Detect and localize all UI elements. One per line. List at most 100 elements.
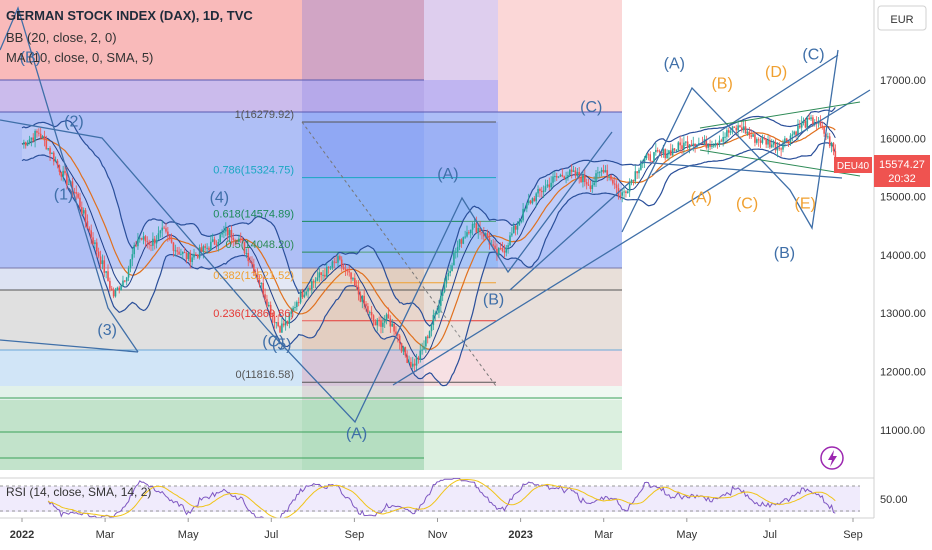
candle xyxy=(574,167,577,179)
candle xyxy=(41,135,44,139)
rsi-panel[interactable]: RSI (14, close, SMA, 14, 2) xyxy=(0,477,874,520)
candle xyxy=(114,287,117,298)
candle xyxy=(38,128,40,137)
candle xyxy=(494,240,496,250)
candle xyxy=(296,300,298,311)
candle xyxy=(268,301,270,308)
candle xyxy=(185,251,188,264)
wave-label: (A) xyxy=(664,55,685,72)
candle xyxy=(144,234,147,247)
candle xyxy=(782,139,784,153)
candle xyxy=(138,236,141,243)
candle xyxy=(387,307,390,319)
candle xyxy=(337,253,339,267)
candle xyxy=(361,295,364,309)
time-tick-label: Mar xyxy=(96,529,115,541)
candle xyxy=(82,207,85,216)
candle xyxy=(92,232,94,246)
candle xyxy=(563,175,566,181)
candle xyxy=(718,135,721,148)
candle xyxy=(129,258,132,273)
candle xyxy=(610,174,612,182)
candle xyxy=(526,202,528,213)
candle xyxy=(195,252,197,256)
rsi-label: RSI (14, close, SMA, 14, 2) xyxy=(6,485,151,499)
candle xyxy=(677,141,680,153)
candle xyxy=(473,217,476,228)
candle xyxy=(327,266,330,274)
candle xyxy=(572,165,575,172)
price-axis[interactable]: EUR 17000.00 16000.00 15000.00 14000.00 1300… xyxy=(873,0,932,550)
candle xyxy=(215,240,218,250)
time-tick-label: Nov xyxy=(428,529,448,541)
lightning-icon[interactable] xyxy=(820,446,844,470)
candle xyxy=(774,139,777,154)
candle xyxy=(60,171,63,181)
last-price-badge: 15574.27 20:32 xyxy=(874,155,930,187)
candle xyxy=(225,222,227,237)
candle xyxy=(443,278,446,294)
bb-upper-line xyxy=(21,107,836,327)
candle xyxy=(54,156,57,163)
candle xyxy=(389,315,392,333)
fib-level-label: 1(16279.92) xyxy=(235,109,294,121)
candle xyxy=(256,268,259,283)
time-axis[interactable]: 2022 Mar May Jul Sep Nov 2023 Mar May Jul Sep xyxy=(0,517,932,550)
candle xyxy=(524,208,526,212)
candle xyxy=(163,225,165,229)
candle xyxy=(542,185,545,198)
candle xyxy=(600,167,603,177)
candle xyxy=(540,186,543,198)
currency-button[interactable]: EUR xyxy=(877,5,927,31)
candle xyxy=(118,285,121,294)
symbol-badge: DEU40 xyxy=(834,157,872,173)
chart-title: GERMAN STOCK INDEX (DAX), 1D, TVC xyxy=(6,8,253,23)
candle xyxy=(131,248,134,267)
candle xyxy=(81,201,83,216)
candle xyxy=(726,127,728,144)
candle xyxy=(471,222,474,236)
candle xyxy=(679,135,681,152)
candle xyxy=(307,286,309,299)
candle xyxy=(251,256,253,268)
candle xyxy=(582,171,584,188)
candle xyxy=(827,132,829,140)
candle xyxy=(180,248,182,256)
candle xyxy=(561,168,564,178)
candle xyxy=(277,315,279,328)
candle xyxy=(217,239,220,252)
candle xyxy=(425,336,427,353)
candle xyxy=(157,226,160,241)
candle xyxy=(636,171,638,180)
candle xyxy=(153,235,156,250)
svg-text:15574.27: 15574.27 xyxy=(879,159,925,171)
candle xyxy=(24,141,27,149)
candle xyxy=(466,225,468,238)
candle xyxy=(86,214,89,229)
candle xyxy=(385,312,388,325)
candle xyxy=(499,242,502,251)
price-tick-label: 12000.00 xyxy=(880,367,926,379)
candle xyxy=(591,179,594,193)
candle xyxy=(535,192,537,208)
candle xyxy=(245,248,248,259)
candle xyxy=(707,143,709,155)
candle xyxy=(647,153,650,161)
candle xyxy=(744,119,747,134)
candle xyxy=(275,321,278,329)
candle xyxy=(741,120,743,133)
candle xyxy=(784,135,786,148)
candle xyxy=(125,276,128,286)
candle xyxy=(340,256,343,272)
candle xyxy=(516,221,519,235)
candle xyxy=(297,297,300,307)
candle xyxy=(767,135,769,149)
candle xyxy=(67,179,70,186)
candle xyxy=(496,243,498,261)
candle xyxy=(711,140,713,150)
candle xyxy=(557,176,560,179)
price-tick-label: 16000.00 xyxy=(880,133,926,145)
candle xyxy=(286,320,289,327)
bb-basis-line xyxy=(21,125,836,351)
